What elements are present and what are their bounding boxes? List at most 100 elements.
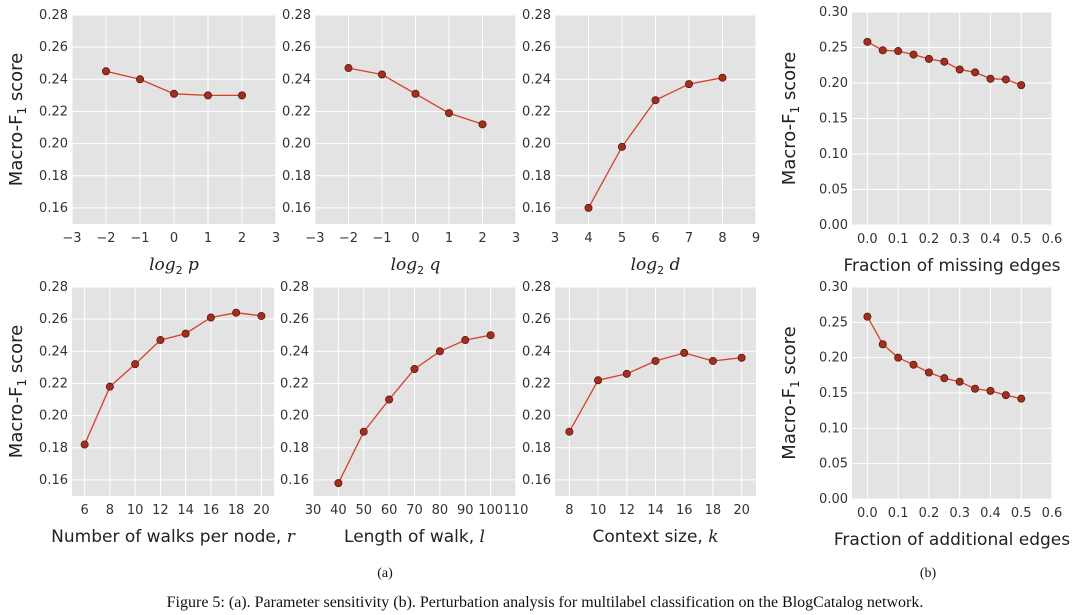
data-point xyxy=(359,427,368,436)
y-tick-label: 0.22 xyxy=(522,104,551,119)
x-tick-label: 12 xyxy=(152,503,169,518)
x-tick-label: 0.4 xyxy=(980,232,1001,247)
y-tick-label: 0.16 xyxy=(522,473,551,488)
data-point xyxy=(971,68,980,77)
x-tick-label: 0.1 xyxy=(888,232,909,247)
x-tick-label: 7 xyxy=(685,231,693,246)
x-tick-label: 40 xyxy=(330,503,347,518)
x-tick-label: 12 xyxy=(619,503,636,518)
data-point xyxy=(344,64,353,73)
subfigure-label-b: (b) xyxy=(920,566,937,581)
data-point xyxy=(565,427,574,436)
data-point xyxy=(955,377,964,386)
data-point xyxy=(594,376,603,385)
plot-background xyxy=(72,287,274,496)
x-tick-label: 0.3 xyxy=(949,232,970,247)
y-tick-label: 0.22 xyxy=(280,376,309,391)
y-axis-label: Macro-F1 score xyxy=(779,52,802,185)
x-tick-label: 3 xyxy=(512,231,520,246)
x-tick-label: 0.5 xyxy=(1011,232,1032,247)
chart-panel-3: 3 4 5 6 7 8 9 0.16 0.18 0.20 0.22 0.24 0.26 0.28 log2 … xyxy=(522,8,760,277)
data-point xyxy=(478,120,487,129)
y-tick-label: 0.20 xyxy=(39,137,68,152)
x-tick-label: 0 xyxy=(411,231,419,246)
data-point xyxy=(894,353,903,362)
data-point xyxy=(863,37,872,46)
data-point xyxy=(622,369,631,378)
x-tick-label: 8 xyxy=(718,231,726,246)
y-tick-label: 0.24 xyxy=(282,72,311,87)
data-point xyxy=(685,80,694,89)
data-point xyxy=(181,329,190,338)
series-line xyxy=(84,312,262,445)
y-tick-label: 0.26 xyxy=(522,40,551,55)
chart-panel-1: −3 −2 −1 0 1 2 3 0.16 0.18 0.20 0.22 0.24 0.26 0.28 lo… xyxy=(6,8,280,277)
x-axis-label: Length of walk, l xyxy=(344,527,485,547)
x-tick-label: 60 xyxy=(381,503,398,518)
x-tick-label: 0.2 xyxy=(919,232,940,247)
data-point xyxy=(1017,81,1026,90)
y-tick-label: 0.24 xyxy=(280,344,309,359)
figure-caption: Figure 5: (a). Parameter sensitivity (b)… xyxy=(167,594,924,611)
x-tick-label: 3 xyxy=(272,231,280,246)
y-tick-label: 0.16 xyxy=(39,201,68,216)
x-tick-label: 1 xyxy=(445,231,453,246)
data-point xyxy=(680,348,689,357)
y-tick-label: 0.26 xyxy=(280,312,309,327)
data-point xyxy=(651,356,660,365)
data-point xyxy=(1001,75,1010,84)
y-tick-label: 0.20 xyxy=(522,409,551,424)
x-tick-label: −3 xyxy=(62,231,81,246)
y-tick-label: 0.16 xyxy=(39,473,68,488)
data-point xyxy=(909,50,918,59)
data-point xyxy=(986,74,995,83)
data-point xyxy=(461,336,470,345)
y-tick-label: 0.10 xyxy=(819,421,848,436)
y-tick-label: 0.24 xyxy=(39,72,68,87)
data-point xyxy=(737,353,746,362)
data-point xyxy=(377,70,386,79)
chart-panel-4: 0.0 0.1 0.2 0.3 0.4 0.5 0.6 0.00 0.05 0.10 0.15 0.2… xyxy=(779,5,1062,276)
data-point xyxy=(878,340,887,349)
data-point xyxy=(486,331,495,340)
y-tick-label: 0.20 xyxy=(282,137,311,152)
y-tick-label: 0.26 xyxy=(39,40,68,55)
y-tick-label: 0.22 xyxy=(39,376,68,391)
data-point xyxy=(708,356,717,365)
data-point xyxy=(237,91,246,100)
x-tick-label: 14 xyxy=(647,503,664,518)
data-point xyxy=(444,109,453,118)
x-tick-label: 0.6 xyxy=(1042,232,1063,247)
data-point xyxy=(105,382,114,391)
data-point xyxy=(1001,391,1010,400)
y-tick-label: 0.28 xyxy=(522,8,551,23)
x-tick-label: 0.2 xyxy=(919,506,940,521)
y-tick-label: 0.18 xyxy=(280,441,309,456)
y-tick-label: 0.18 xyxy=(282,169,311,184)
chart-panel-7: 8 10 12 14 16 18 20 0.16 0.18 0.20 0.22 0.24 0.26 0.2… xyxy=(522,280,756,547)
y-tick-label: 0.30 xyxy=(819,5,848,20)
y-tick-label: 0.18 xyxy=(39,441,68,456)
x-tick-label: 2 xyxy=(238,231,246,246)
x-tick-label: 0.3 xyxy=(949,506,970,521)
data-point xyxy=(618,142,627,151)
data-point xyxy=(718,73,727,82)
x-tick-label: 50 xyxy=(355,503,372,518)
x-tick-label: 70 xyxy=(406,503,423,518)
x-tick-label: 110 xyxy=(504,503,529,518)
y-tick-label: 0.22 xyxy=(39,104,68,119)
y-tick-label: 0.10 xyxy=(819,147,848,162)
x-axis-label: log2 q xyxy=(391,255,441,277)
data-point xyxy=(203,91,212,100)
x-tick-label: 9 xyxy=(752,231,760,246)
y-tick-label: 0.15 xyxy=(819,112,848,127)
x-tick-label: 14 xyxy=(177,503,194,518)
y-tick-label: 0.26 xyxy=(522,312,551,327)
x-tick-label: 0 xyxy=(170,231,178,246)
data-point xyxy=(102,67,111,76)
data-point xyxy=(651,96,660,105)
charts: −3 −2 −1 0 1 2 30.160.180.200.220.240.260.28lo… xyxy=(6,5,1070,550)
data-point xyxy=(411,89,420,98)
x-tick-label: 0.1 xyxy=(888,506,909,521)
